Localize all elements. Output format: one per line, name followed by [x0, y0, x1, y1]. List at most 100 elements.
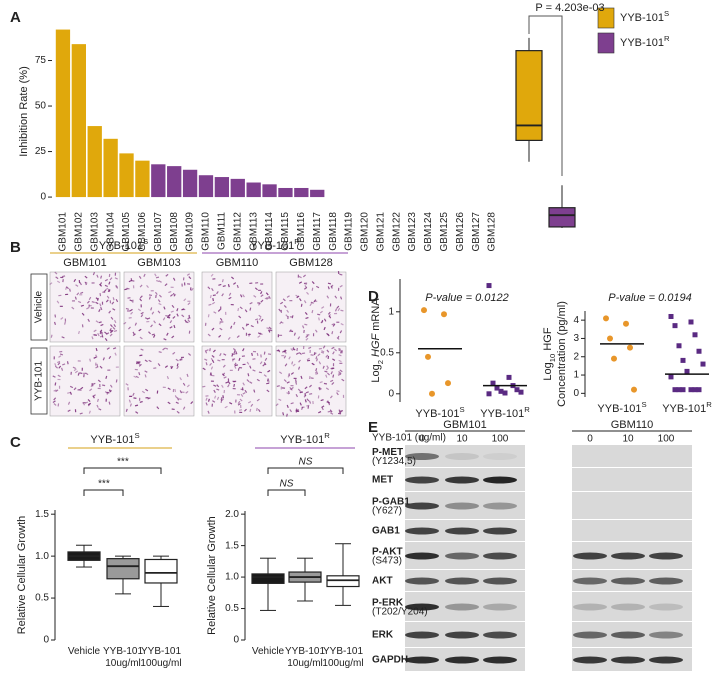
- x-tick-label: GBM101: [58, 212, 69, 252]
- band: [445, 603, 479, 611]
- cell: [217, 359, 221, 362]
- cell: [250, 403, 254, 407]
- cell: [205, 349, 209, 352]
- significance: ***: [117, 457, 130, 468]
- bar: [182, 169, 198, 198]
- cell: [179, 359, 183, 361]
- cell: [247, 373, 250, 377]
- cell: [92, 395, 95, 399]
- cell: [157, 310, 161, 314]
- x-tick-label: YYB-101 10ug/ml: [284, 646, 326, 669]
- cell: [134, 322, 137, 326]
- cell: [278, 308, 282, 312]
- band: [611, 552, 645, 560]
- cell: [158, 351, 162, 354]
- point: [486, 391, 492, 397]
- cell: [306, 291, 310, 295]
- point: [429, 390, 435, 397]
- cell: [260, 318, 264, 322]
- cell: [341, 378, 345, 382]
- point: [668, 374, 674, 380]
- cell: [302, 274, 307, 278]
- point: [603, 315, 609, 322]
- cell: [297, 366, 301, 370]
- box: [106, 558, 140, 580]
- cell: [172, 292, 176, 297]
- cell: [327, 410, 331, 413]
- cell: [140, 314, 144, 318]
- cell: [113, 319, 117, 324]
- cell: [105, 332, 110, 335]
- cell: [210, 366, 214, 370]
- cell: [326, 349, 330, 353]
- chart-title: P-value = 0.0194: [608, 292, 691, 304]
- legend-label-sup: R: [664, 34, 670, 43]
- cell: [230, 276, 235, 280]
- cell: [104, 284, 108, 288]
- cell: [58, 365, 62, 369]
- cell: [329, 409, 333, 413]
- cell: [314, 329, 318, 333]
- cell: [238, 409, 243, 411]
- point: [688, 387, 694, 393]
- cell: [95, 347, 98, 352]
- cell: [320, 351, 325, 354]
- x-tick-label: YYB-101 10ug/ml: [102, 646, 144, 669]
- protein: ERK: [372, 630, 394, 641]
- x-tick-label: GBM114: [264, 212, 275, 251]
- cell: [293, 332, 296, 336]
- cell: [332, 323, 336, 327]
- cell: [244, 389, 248, 393]
- micrograph: [49, 271, 121, 343]
- cell: [111, 301, 115, 305]
- cell: [176, 308, 179, 312]
- cell: [238, 357, 241, 362]
- cell: [266, 378, 269, 382]
- cell: [306, 357, 310, 361]
- cell: [56, 300, 60, 304]
- band: [649, 577, 683, 585]
- x-tick-label: YYB-101S: [597, 400, 646, 415]
- cell: [326, 295, 330, 299]
- cell: [49, 282, 53, 285]
- cell: [154, 273, 157, 277]
- band: [483, 476, 517, 484]
- cell: [303, 300, 307, 304]
- cell: [230, 325, 233, 329]
- x-tick-label: YYB-101S: [415, 405, 464, 420]
- cell: [89, 388, 93, 392]
- phospho-site: (Y1234,5): [372, 456, 416, 467]
- cell: [222, 372, 226, 376]
- bar: [103, 138, 118, 198]
- cell: [85, 372, 89, 376]
- cell: [214, 395, 217, 399]
- cell: [304, 386, 308, 390]
- cell: [128, 399, 131, 403]
- cell: [150, 307, 153, 311]
- cell: [249, 302, 253, 305]
- cell: [125, 383, 129, 386]
- cell: [137, 308, 142, 312]
- cell: [278, 398, 282, 401]
- cell: [61, 336, 65, 339]
- cell: [104, 391, 109, 394]
- band: [483, 603, 517, 611]
- bar: [230, 178, 245, 198]
- group-header-sup: S: [143, 237, 148, 246]
- cell: [339, 330, 343, 334]
- cell: [337, 307, 341, 312]
- significance: ***: [98, 479, 111, 490]
- y-tick-label: 4: [573, 315, 579, 326]
- bar: [294, 187, 309, 198]
- micrograph: [201, 271, 273, 343]
- cell: [69, 391, 72, 395]
- cell: [304, 285, 308, 289]
- cell: [207, 286, 211, 290]
- cell: [298, 281, 303, 284]
- point: [672, 323, 678, 329]
- y-tick-label: 2.0: [225, 509, 239, 520]
- cell: [339, 284, 343, 288]
- cell: [147, 397, 151, 400]
- x-tick-label: YYB-101 100ug/ml: [322, 646, 364, 669]
- cell: [239, 294, 243, 298]
